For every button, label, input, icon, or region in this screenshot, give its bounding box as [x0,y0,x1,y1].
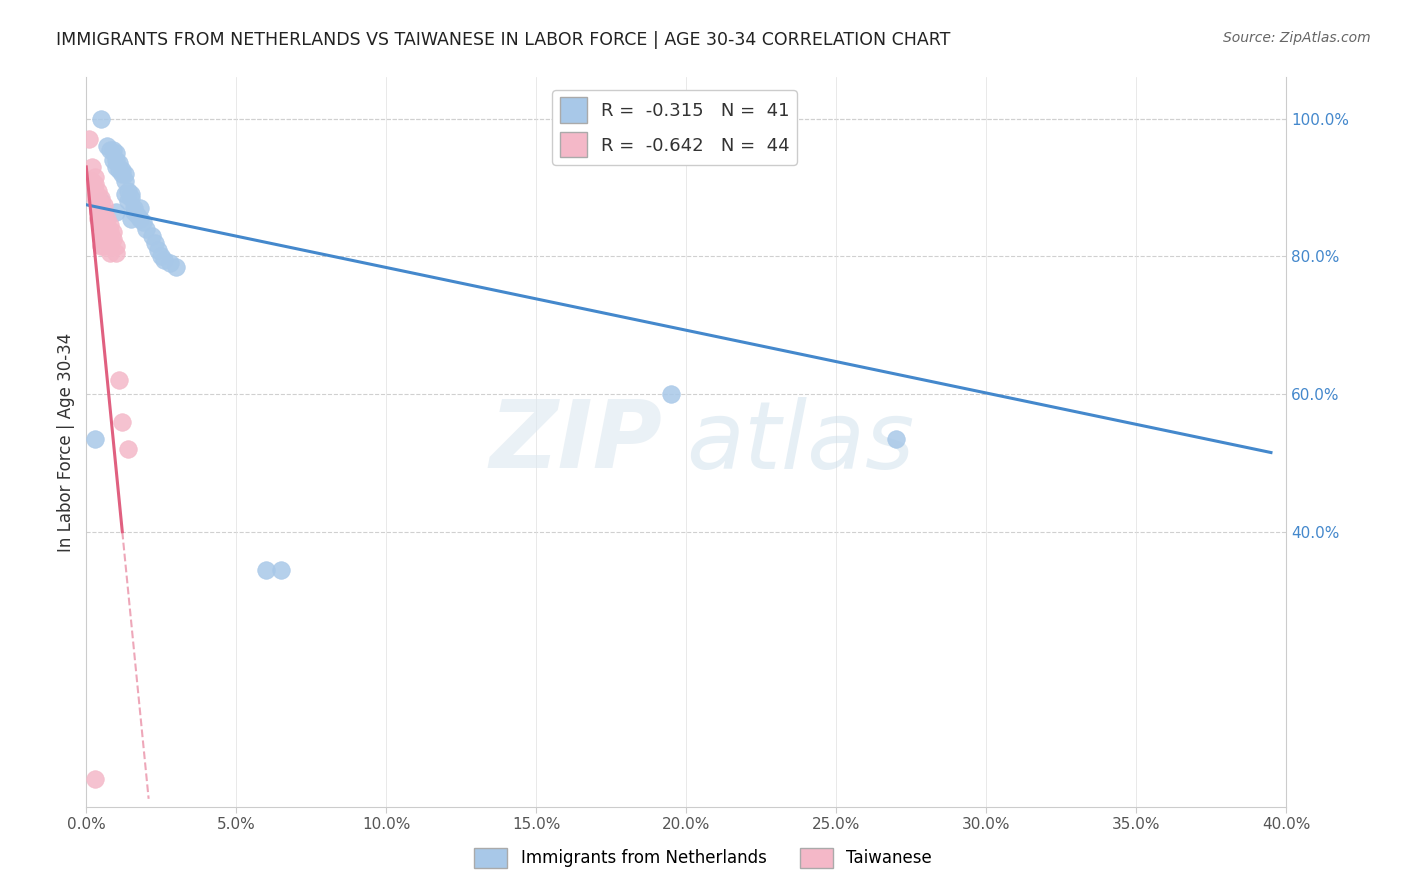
Point [111,163,134,178]
Point [127,208,149,222]
Text: IMMIGRANTS FROM NETHERLANDS VS TAIWANESE IN LABOR FORCE | AGE 30-34 CORRELATION : IMMIGRANTS FROM NETHERLANDS VS TAIWANESE… [56,31,950,49]
Point [90,204,112,219]
Point [153,252,176,267]
Point [105,160,128,174]
Point [124,201,146,215]
Point [84,772,107,787]
Point [84,177,107,191]
Point [105,239,128,253]
Point [82,160,104,174]
Point [98,232,121,246]
Point [111,167,134,181]
Point [98,219,121,233]
Point [114,167,136,181]
Point [87,204,110,219]
Point [150,249,173,263]
Point [93,204,115,219]
Point [148,243,170,257]
Point [108,163,131,178]
Point [117,184,139,198]
Point [659,387,682,401]
Point [143,235,166,250]
Point [90,219,112,233]
Point [132,215,155,229]
Point [103,153,125,167]
Point [159,256,181,270]
Point [114,187,136,202]
Point [90,194,112,209]
Point [87,184,110,198]
Text: atlas: atlas [686,397,914,488]
Point [103,143,125,157]
Point [82,174,104,188]
Point [96,219,118,233]
Point [96,211,118,226]
Point [103,232,125,246]
Point [84,170,107,185]
Point [79,132,101,146]
Y-axis label: In Labor Force | Age 30-34: In Labor Force | Age 30-34 [58,333,75,552]
Point [93,219,115,233]
Point [87,191,110,205]
Point [111,415,134,429]
Legend: R =  -0.315   N =  41, R =  -0.642   N =  44: R = -0.315 N = 41, R = -0.642 N = 44 [553,90,797,165]
Point [165,260,187,274]
Point [124,204,146,219]
Point [120,211,142,226]
Point [105,146,128,161]
Point [135,222,157,236]
Point [93,239,115,253]
Point [98,143,121,157]
Text: Source: ZipAtlas.com: Source: ZipAtlas.com [1223,31,1371,45]
Point [117,194,139,209]
Point [105,204,128,219]
Point [93,225,115,239]
Point [105,153,128,167]
Point [105,246,128,260]
Text: ZIP: ZIP [489,396,662,488]
Point [90,232,112,246]
Point [90,198,112,212]
Point [129,211,152,226]
Point [254,562,277,576]
Point [98,239,121,253]
Point [93,198,115,212]
Point [103,225,125,239]
Point [87,198,110,212]
Point [87,211,110,226]
Point [84,191,107,205]
Point [96,232,118,246]
Point [98,225,121,239]
Point [90,239,112,253]
Point [90,191,112,205]
Point [120,191,142,205]
Point [129,201,152,215]
Point [84,432,107,446]
Point [96,225,118,239]
Point [84,184,107,198]
Point [96,139,118,153]
Point [93,211,115,226]
Point [120,187,142,202]
Point [90,225,112,239]
Point [90,211,112,226]
Point [93,232,115,246]
Point [884,432,907,446]
Legend: Immigrants from Netherlands, Taiwanese: Immigrants from Netherlands, Taiwanese [467,841,939,875]
Point [270,562,292,576]
Point [108,373,131,387]
Point [108,156,131,170]
Point [90,112,112,126]
Point [98,246,121,260]
Point [117,442,139,456]
Point [114,174,136,188]
Point [141,228,163,243]
